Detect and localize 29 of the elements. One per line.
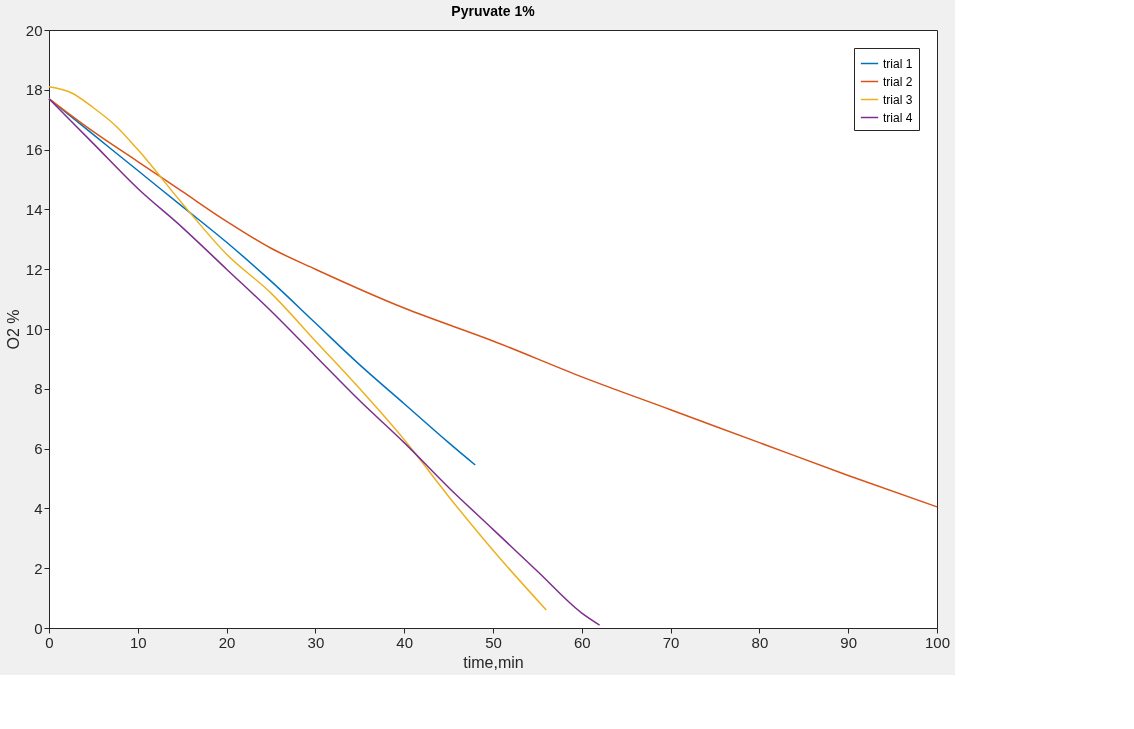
x-tick-label: 10 — [129, 633, 147, 651]
y-tick-label: 18 — [25, 81, 43, 99]
x-tick-label: 0 — [45, 633, 54, 651]
y-tick-label: 16 — [25, 141, 43, 159]
y-tick-label: 10 — [25, 320, 43, 338]
y-tick-label: 4 — [34, 499, 43, 517]
y-tick-label: 0 — [34, 619, 43, 637]
y-tick-label: 12 — [25, 260, 43, 278]
y-tick-label: 6 — [34, 440, 43, 458]
x-tick-label: 70 — [662, 633, 680, 651]
y-tick-label: 2 — [34, 559, 43, 577]
y-tick-label: 20 — [25, 21, 43, 39]
legend-label: trial 1 — [883, 56, 913, 71]
x-axis-title: time,min — [463, 653, 524, 671]
y-axis-title: O2 % — [4, 309, 22, 350]
y-tick-label: 8 — [34, 380, 43, 398]
x-tick-label: 60 — [573, 633, 591, 651]
x-tick-label: 40 — [396, 633, 414, 651]
x-tick-label: 90 — [840, 633, 858, 651]
y-tick-label: 14 — [25, 200, 43, 218]
x-tick-label: 50 — [485, 633, 502, 651]
legend-label: trial 4 — [883, 110, 913, 125]
legend-label: trial 2 — [883, 74, 913, 89]
x-tick-label: 80 — [751, 633, 769, 651]
legend-label: trial 3 — [883, 92, 913, 107]
chart-title: Pyruvate 1% — [451, 3, 536, 19]
x-tick-label: 20 — [218, 633, 236, 651]
x-tick-label: 30 — [307, 633, 325, 651]
x-tick-label: 100 — [924, 633, 951, 651]
